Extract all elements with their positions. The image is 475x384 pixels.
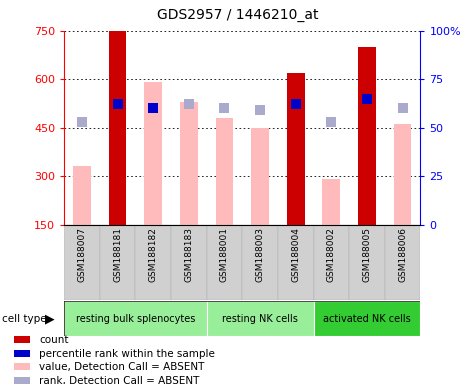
Bar (180, 102, 198, 225)
Text: resting bulk splenocytes: resting bulk splenocytes (76, 314, 195, 324)
Bar (216, 118, 233, 225)
Bar (73, 167, 91, 225)
Text: count: count (39, 335, 69, 345)
Bar (14, 376, 30, 384)
Text: activated NK cells: activated NK cells (323, 314, 411, 324)
Bar (349, 225, 385, 300)
Text: cell type: cell type (2, 314, 47, 324)
Bar (385, 225, 420, 300)
Bar (314, 225, 349, 300)
Bar (323, 179, 340, 225)
Text: ▶: ▶ (45, 312, 55, 325)
Bar (109, 31, 126, 225)
Text: GSM188001: GSM188001 (220, 227, 229, 282)
Bar (14, 363, 30, 370)
Text: GSM188183: GSM188183 (184, 227, 193, 282)
Bar (251, 128, 269, 225)
Bar (100, 225, 135, 300)
Bar (394, 124, 411, 225)
Text: GSM188002: GSM188002 (327, 227, 336, 282)
Bar (278, 225, 314, 300)
Text: GSM188003: GSM188003 (256, 227, 265, 282)
Bar (207, 301, 314, 336)
Text: GSM188004: GSM188004 (291, 227, 300, 282)
Bar (207, 225, 242, 300)
Text: rank, Detection Call = ABSENT: rank, Detection Call = ABSENT (39, 376, 200, 384)
Text: percentile rank within the sample: percentile rank within the sample (39, 349, 215, 359)
Bar (64, 301, 207, 336)
Bar (14, 349, 30, 356)
Bar (64, 225, 100, 300)
Bar (14, 336, 30, 343)
Text: GSM188182: GSM188182 (149, 227, 158, 282)
Bar (171, 225, 207, 300)
Text: GSM188005: GSM188005 (362, 227, 371, 282)
Text: value, Detection Call = ABSENT: value, Detection Call = ABSENT (39, 362, 205, 372)
Bar (287, 73, 304, 225)
Text: GSM188007: GSM188007 (77, 227, 86, 282)
Bar (358, 47, 376, 225)
Text: GSM188181: GSM188181 (113, 227, 122, 282)
Bar (314, 301, 420, 336)
Bar (144, 83, 162, 225)
Text: GDS2957 / 1446210_at: GDS2957 / 1446210_at (157, 8, 318, 22)
Bar (135, 225, 171, 300)
Bar (242, 225, 278, 300)
Text: GSM188006: GSM188006 (398, 227, 407, 282)
Text: resting NK cells: resting NK cells (222, 314, 298, 324)
